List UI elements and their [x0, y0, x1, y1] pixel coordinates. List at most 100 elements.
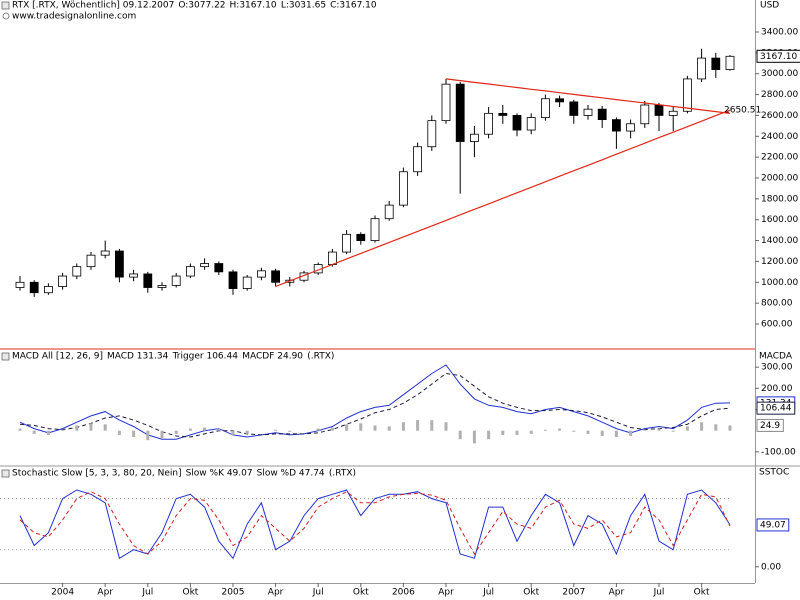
x-tick-label: Okt	[523, 588, 539, 598]
y-tick-label: 2800.00	[761, 90, 798, 100]
candle-body	[498, 112, 508, 116]
ohlc-label: O:3077.22	[178, 1, 225, 11]
histogram-bar	[515, 430, 519, 435]
histogram-bar	[146, 430, 150, 441]
candle-body	[711, 57, 721, 70]
candle-body	[640, 104, 650, 125]
histogram-bar	[89, 423, 93, 431]
y-tick-label: 2000.00	[761, 174, 798, 184]
y-tick-label: 3000.00	[761, 69, 798, 79]
panel-icon	[1, 352, 10, 361]
x-tick-label: Apr	[438, 588, 454, 598]
last-value-box	[756, 401, 796, 415]
histogram-bar	[174, 430, 178, 434]
last-value-label: 3167.10	[760, 52, 797, 62]
candle-body	[15, 281, 25, 288]
indicator-line	[19, 364, 731, 440]
histogram-bar	[629, 430, 633, 436]
candle-body	[569, 101, 579, 116]
candle-body	[597, 108, 607, 121]
histogram-bar	[444, 422, 448, 431]
x-tick-label: Okt	[353, 588, 369, 598]
trendline	[275, 109, 731, 288]
unit-label: USD	[760, 1, 779, 11]
legend-entry: Trigger 106.44	[172, 352, 239, 362]
candle-body	[384, 204, 394, 220]
histogram-bar	[657, 428, 661, 431]
candle-body	[526, 117, 536, 131]
panel-source: (.RTX)	[307, 352, 334, 362]
histogram-bar	[203, 427, 207, 431]
candle-body	[455, 83, 465, 142]
trendline-label: 2650.51	[724, 106, 761, 116]
histogram-bar	[288, 430, 292, 432]
panel-title: MACD All [12, 26, 9]	[12, 352, 103, 362]
candle-body	[541, 98, 550, 118]
candle-body	[398, 171, 408, 206]
histogram-bar	[217, 428, 221, 431]
y-tick-label: 2400.00	[761, 132, 798, 142]
candle-body	[413, 146, 423, 173]
histogram-bar	[671, 430, 675, 432]
x-tick-label: Apr	[268, 588, 284, 598]
candle-body	[370, 218, 380, 241]
candle-body	[72, 266, 82, 277]
last-value-label: 106.44	[760, 404, 792, 414]
y-tick-label: 1000.00	[761, 278, 798, 288]
candle-body	[256, 270, 266, 278]
candle-body	[143, 273, 153, 288]
x-tick-label: 2004	[51, 588, 74, 598]
candle-body	[242, 276, 252, 289]
histogram-bar	[160, 430, 164, 439]
candle-body	[555, 98, 564, 103]
histogram-bar	[316, 428, 320, 431]
chart-title: RTX [.RTX, Wöchentlich] 09.12.2007	[12, 1, 174, 11]
candle-body	[115, 250, 124, 278]
candle-body	[626, 123, 635, 132]
candle-body	[356, 233, 366, 241]
legend-entry: Slow %D 47.74	[257, 469, 325, 479]
histogram-bar	[387, 426, 391, 431]
histogram-bar	[46, 430, 50, 435]
candle-body	[654, 104, 664, 116]
candle-body	[200, 263, 210, 268]
histogram-bar	[245, 430, 249, 434]
y-tick-label: 1800.00	[761, 194, 798, 204]
last-value-box	[756, 518, 790, 532]
candle-body	[683, 78, 692, 112]
candle-body	[342, 233, 352, 253]
histogram-bar	[330, 427, 334, 431]
x-tick-label: Apr	[97, 588, 113, 598]
candle-body	[129, 273, 139, 278]
candle-body	[100, 250, 110, 256]
candle-body	[583, 108, 593, 116]
candle-body	[157, 285, 167, 288]
last-value-box	[756, 418, 784, 432]
histogram-bar	[700, 422, 704, 431]
candle-body	[697, 57, 706, 80]
candle-body	[58, 275, 67, 287]
y-tick-label: 1200.00	[761, 257, 798, 267]
candle-body	[29, 281, 39, 294]
candle-body	[668, 110, 678, 116]
histogram-bar	[32, 430, 36, 434]
candle-body	[171, 275, 181, 286]
candle-body	[185, 266, 195, 277]
x-tick-label: Jul	[312, 588, 324, 598]
histogram-bar	[416, 420, 420, 431]
x-tick-label: Jul	[653, 588, 665, 598]
histogram-bar	[543, 429, 547, 431]
last-value-label: 49.07	[760, 520, 786, 530]
histogram-bar	[458, 430, 462, 440]
x-tick-label: Jul	[141, 588, 153, 598]
legend-entry: MACDF 24.90	[242, 352, 303, 362]
y-tick-label: 2200.00	[761, 153, 798, 163]
x-tick-label: 2005	[222, 588, 245, 598]
y-tick-label: 1400.00	[761, 236, 798, 246]
y-tick-label: 1600.00	[761, 215, 798, 225]
y-tick-label: 200.00	[761, 384, 793, 394]
signal-line	[19, 372, 731, 438]
legend-entry: Slow %K 49.07	[186, 469, 253, 479]
